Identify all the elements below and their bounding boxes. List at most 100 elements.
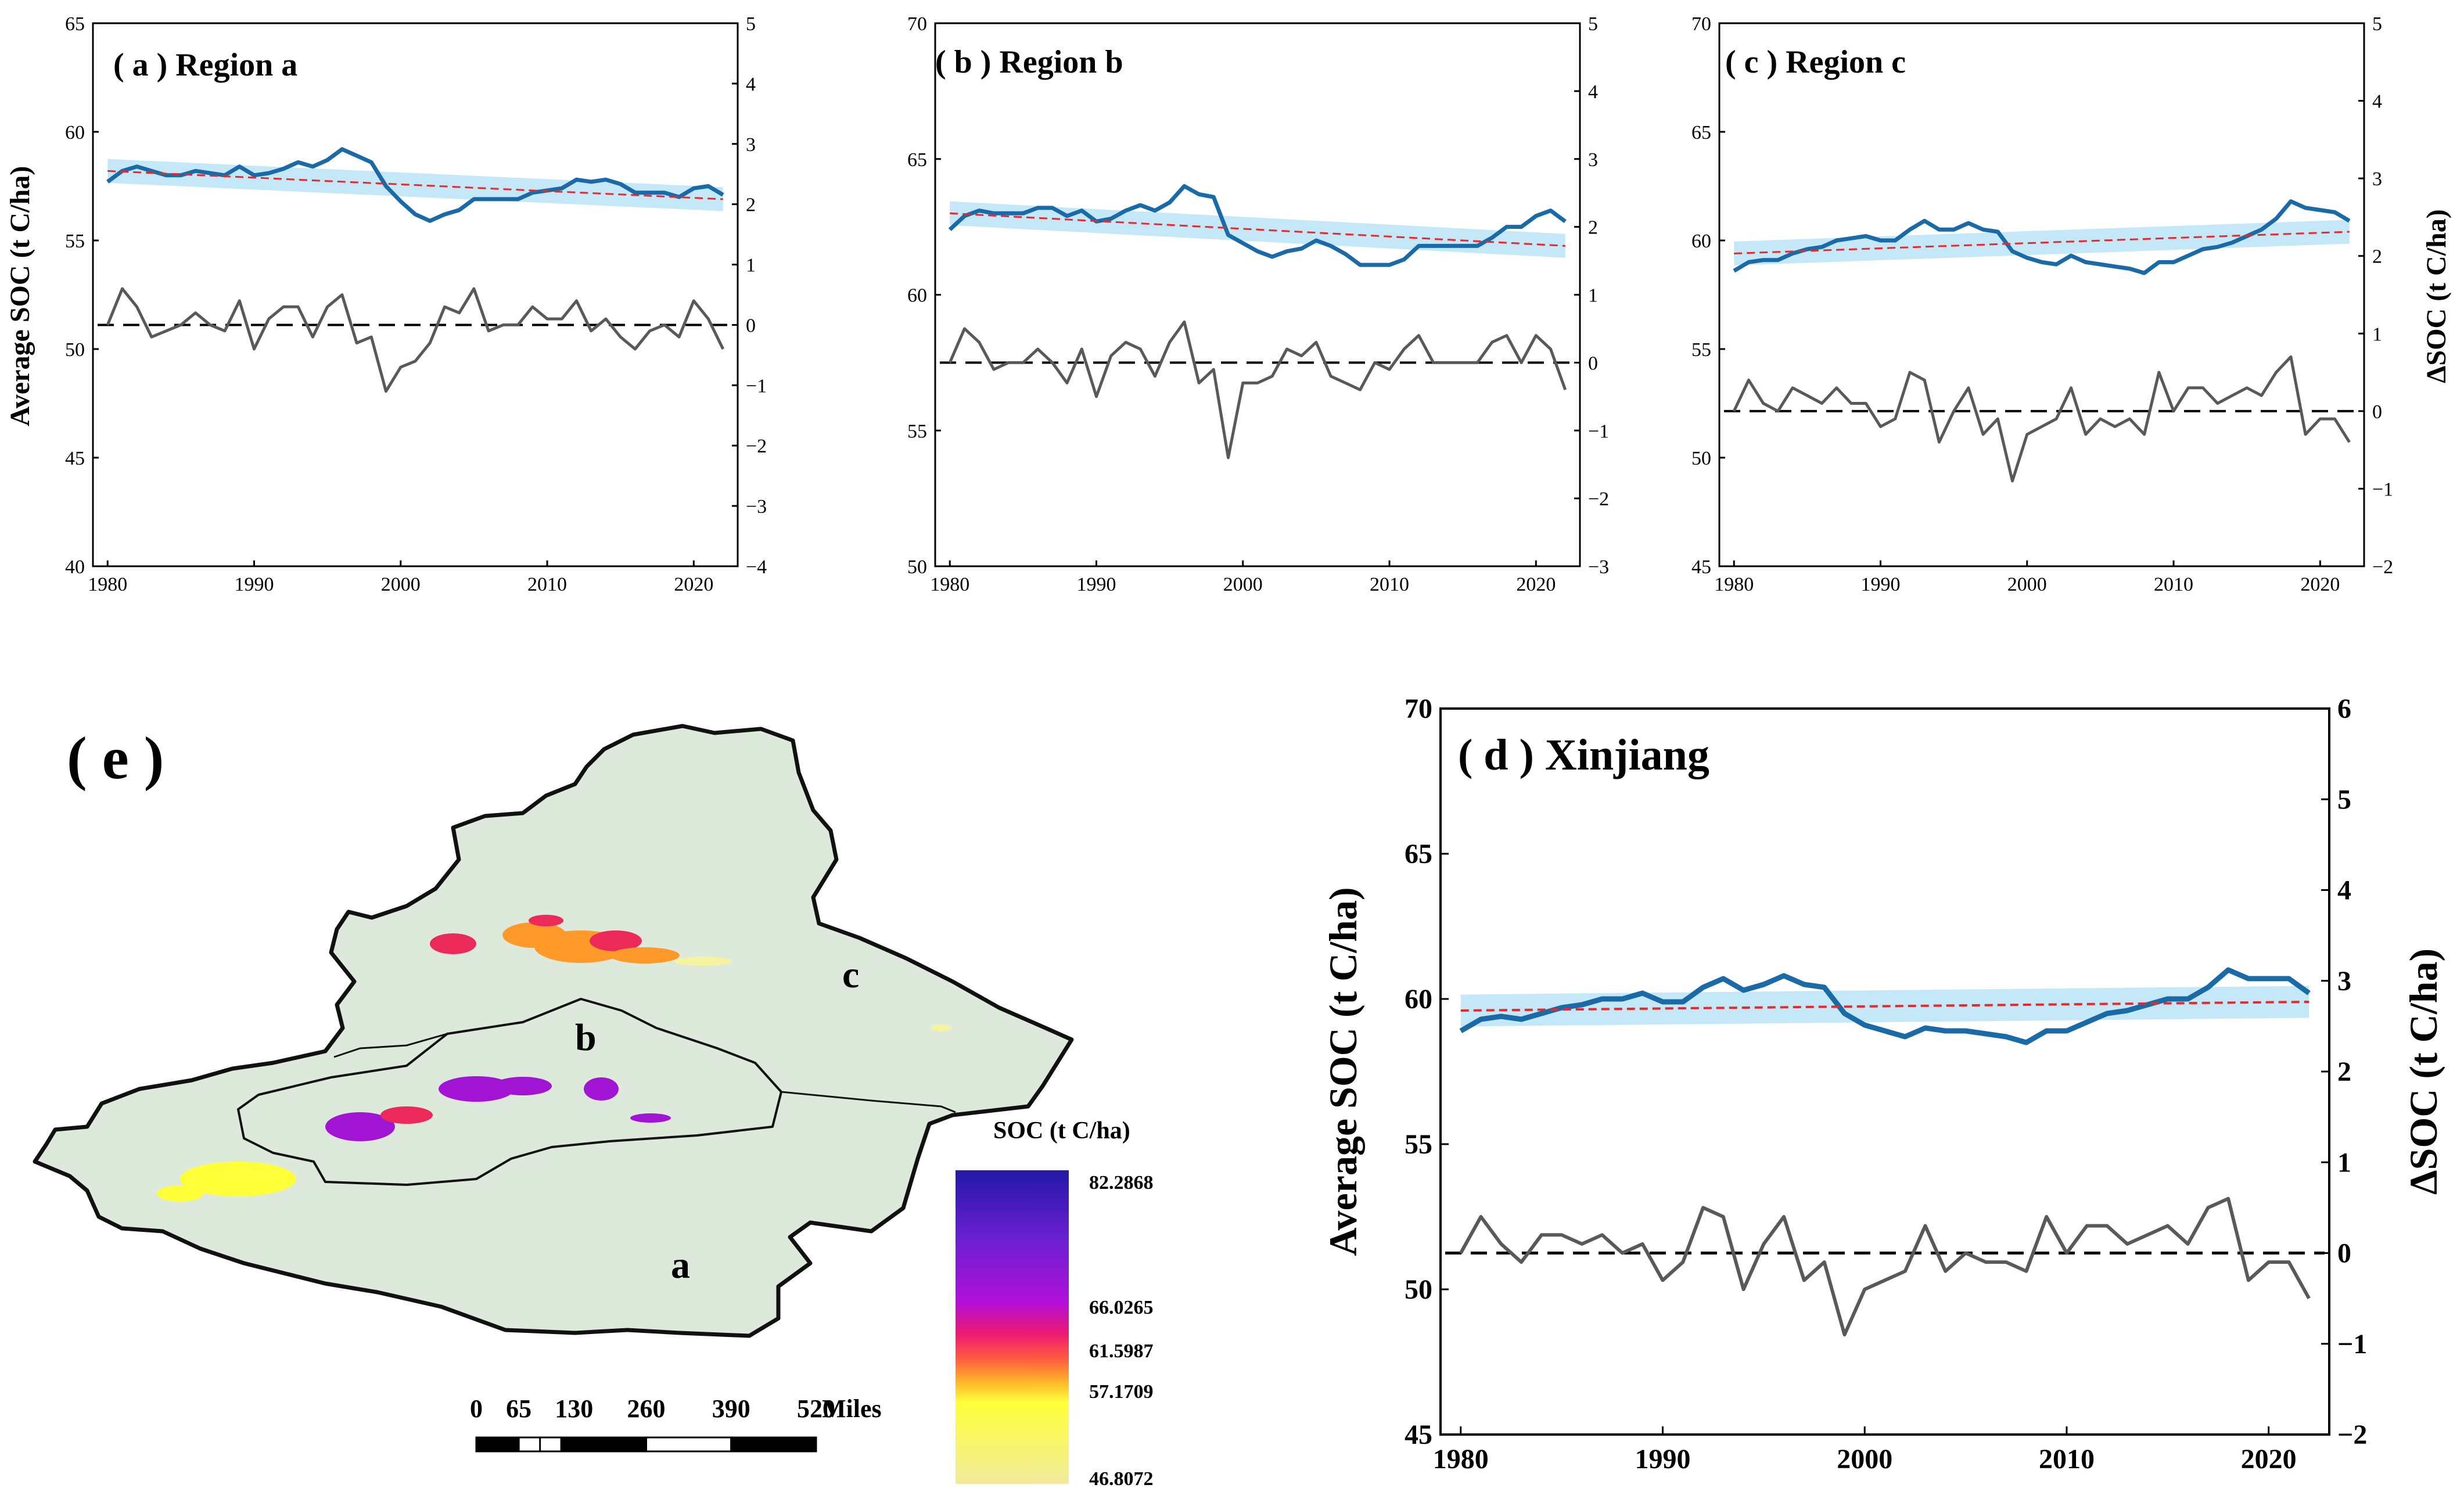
panel-b-y2tick-label: −1 — [1588, 420, 1609, 442]
panel-a-ytick-label: 60 — [65, 122, 85, 143]
panel-c-y2tick-label: 0 — [2372, 401, 2382, 423]
panel-b-delta-soc-line — [948, 320, 1567, 459]
panel-b-y2tick-label: 2 — [1588, 217, 1598, 239]
panel-b-y2tick-label: 1 — [1588, 285, 1598, 307]
panel-d-y2tick-label: 0 — [2337, 1238, 2351, 1269]
panel-a-y2tick-label: 1 — [746, 255, 756, 276]
panel-c-y2label: ΔSOC (t C/ha) — [2421, 209, 2452, 383]
panel-a-xtick-label: 2000 — [381, 574, 421, 595]
panel-a-xtick-label: 1980 — [88, 574, 127, 595]
panel-b-ytick-label: 70 — [907, 13, 927, 35]
region-label-a: a — [671, 1244, 690, 1286]
panel-c-y2tick-label: 4 — [2372, 91, 2382, 113]
panel-c-xtick-label: 2000 — [2007, 574, 2047, 595]
panel-b-ytick-label: 60 — [907, 285, 927, 307]
panel-a-y2tick-label: 0 — [746, 315, 756, 336]
colorbar-tick-label: 66.0265 — [1089, 1297, 1154, 1318]
panel-b-ytick-label: 55 — [907, 420, 927, 442]
colorbar-title: SOC (t C/ha) — [993, 1117, 1130, 1144]
panel-d-trend-line — [1460, 1001, 2309, 1012]
scale-bar-subsegment — [518, 1436, 541, 1453]
panel-b-y2tick-label: 0 — [1588, 353, 1598, 374]
panel-d-y2tick-label: 6 — [2337, 693, 2351, 724]
panel-d-y2tick-label: −2 — [2337, 1419, 2367, 1450]
panel-a-y2tick-label: 2 — [746, 195, 756, 216]
panel-d-y2tick-label: −1 — [2337, 1329, 2367, 1360]
scale-bar-label: 390 — [712, 1394, 750, 1423]
panel-b-ytick-label: 50 — [907, 556, 927, 578]
panel-d-soc-line — [1459, 967, 2311, 1045]
scale-unit: Miles — [822, 1394, 882, 1423]
soc-patches-south — [157, 1025, 951, 1202]
panel-d-ytick-label: 70 — [1405, 693, 1432, 724]
panel-a-ytick-label: 45 — [65, 448, 85, 469]
panel-c-xtick-label: 1990 — [1861, 574, 1901, 595]
panel-d-xtick-label: 2010 — [2039, 1444, 2095, 1475]
panel-b-xtick-label: 1990 — [1077, 574, 1116, 595]
scale-bar-label: 520 — [797, 1394, 835, 1423]
panel-c-ytick-label: 50 — [1691, 448, 1711, 469]
region-c-boundary — [333, 1033, 956, 1113]
panel-c-y2tick-label: 1 — [2372, 323, 2382, 345]
panel-c-ytick-label: 70 — [1691, 13, 1711, 35]
region-label-c: c — [842, 954, 859, 996]
panel-a-y2tick-label: −2 — [746, 436, 767, 457]
scale-bar-label: 65 — [506, 1394, 531, 1423]
panel-a-y2tick-label: 4 — [746, 74, 756, 95]
panel-e-map: ( e ) c b a — [33, 724, 1154, 1490]
panel-a-ytick-label: 50 — [65, 339, 85, 361]
scale-bar-label: 260 — [627, 1394, 666, 1423]
panel-c-y2tick-label: 2 — [2372, 246, 2382, 268]
panel-d-frame — [1439, 707, 2330, 1436]
panel-d-xtick-label: 1980 — [1433, 1444, 1489, 1475]
panel-c-y2tick-label: −1 — [2372, 479, 2393, 500]
panel-a-xtick-label: 1990 — [235, 574, 274, 595]
panel-d-xtick-label: 2000 — [1837, 1444, 1892, 1475]
panel-d-delta-soc-line — [1459, 1196, 2311, 1337]
panel-a-soc-line — [106, 147, 724, 223]
panel-a-y2tick-label: −3 — [746, 496, 767, 517]
panel-a-xtick-label: 2010 — [527, 574, 567, 595]
panel-c-ytick-label: 65 — [1691, 122, 1711, 143]
panel-b-title: ( b ) Region b — [935, 44, 1123, 80]
panel-c-trend-line — [1734, 231, 2350, 254]
panel-d-y2tick-label: 2 — [2337, 1056, 2351, 1087]
panel-a-delta-soc-line — [106, 287, 725, 393]
colorbar-gradient — [956, 1170, 1069, 1484]
panel-d-ytick-label: 65 — [1405, 839, 1432, 869]
panel-a-y2tick-label: −1 — [746, 375, 767, 397]
panel-d-xtick-label: 1990 — [1635, 1444, 1691, 1475]
colorbar-tick-label: 57.1709 — [1089, 1381, 1154, 1403]
panel-d-xtick-label: 2020 — [2241, 1444, 2297, 1475]
panel-c-xtick-label: 1980 — [1714, 574, 1754, 595]
panel-b-soc-line — [948, 184, 1567, 267]
scale-bar-subsegment — [476, 1437, 498, 1451]
soc-colorbar: SOC (t C/ha) 82.2868 66.0265 61.5987 57.170… — [956, 1117, 1154, 1490]
soc-patches-central — [325, 1076, 671, 1141]
panel-d-y2tick-label: 4 — [2337, 875, 2351, 906]
scale-bar-label: 130 — [555, 1394, 593, 1423]
panel-a-title: ( a ) Region a — [113, 47, 297, 83]
panel-c-y2tick-label: 3 — [2372, 168, 2382, 190]
panel-a-y2tick-label: 5 — [746, 13, 756, 35]
scale-bar-segment — [560, 1436, 647, 1453]
colorbar-tick-label: 61.5987 — [1089, 1340, 1154, 1362]
soc-patches-north — [430, 915, 732, 966]
panel-d-ylabel: Average SOC (t C/ha) — [1321, 887, 1365, 1256]
panel-a-ytick-label: 40 — [65, 556, 85, 578]
panel-a-frame — [92, 22, 739, 567]
panel-d-y2tick-label: 5 — [2337, 784, 2351, 815]
panel-d-y2tick-label: 3 — [2337, 966, 2351, 997]
panel-a-y2tick-label: −4 — [746, 556, 767, 578]
panel-c-y2tick-label: −2 — [2372, 556, 2393, 578]
panel-c-chart: ( c ) Region c ΔSOC (t C/ha) 1980 1990 200… — [1691, 13, 2452, 595]
colorbar-tick-label: 82.2868 — [1089, 1172, 1154, 1194]
panel-d-y2label: ΔSOC (t C/ha) — [2401, 948, 2445, 1195]
panel-d-y2tick-label: 1 — [2337, 1147, 2351, 1178]
panel-b-frame — [934, 22, 1581, 567]
panel-c-xtick-label: 2020 — [2300, 574, 2340, 595]
panel-b-y2tick-label: 3 — [1588, 149, 1598, 171]
xinjiang-outline — [33, 724, 1074, 1338]
scale-bar: Miles 0 65 130 260 390 520 — [470, 1394, 882, 1453]
